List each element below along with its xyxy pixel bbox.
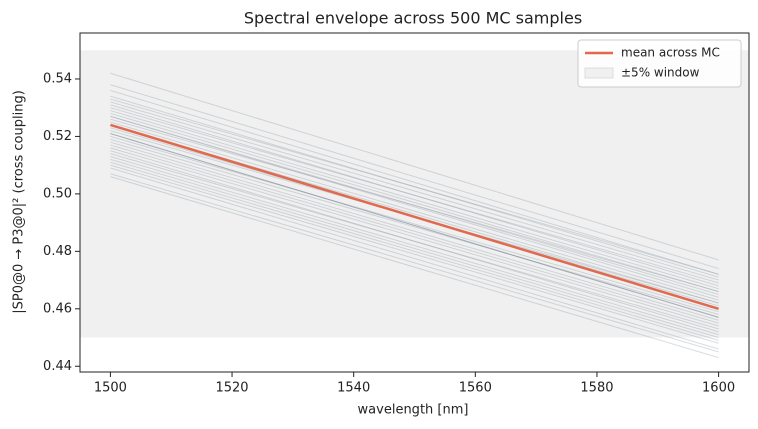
sample-line	[110, 115, 719, 298]
sample-line	[110, 133, 719, 318]
sample-line	[110, 156, 719, 336]
sample-line	[110, 110, 719, 290]
sample-line	[110, 161, 719, 341]
sample-line	[110, 115, 719, 295]
y-tick-label: 0.46	[43, 301, 72, 316]
plot-frame	[79, 32, 750, 373]
x-tick-label: 1540	[337, 381, 370, 396]
sample-line	[110, 147, 719, 327]
sample-line	[110, 101, 719, 281]
y-tick-label: 0.54	[43, 71, 72, 86]
sample-line	[110, 138, 719, 316]
sample-line	[110, 167, 719, 350]
x-tick-label: 1560	[459, 381, 492, 396]
x-axis-label: wavelength [nm]	[358, 403, 469, 418]
sample-line	[110, 164, 719, 344]
sample-line	[110, 118, 719, 293]
window-band	[80, 50, 749, 338]
x-tick-label: 1520	[215, 381, 248, 396]
x-tick-label: 1600	[702, 381, 735, 396]
legend-swatch	[584, 67, 614, 79]
sample-line	[110, 72, 719, 261]
sample-line	[110, 89, 719, 275]
sample-line	[110, 112, 719, 293]
y-axis-label: |SP0@0 → P3@0|² (cross coupling)	[12, 90, 27, 314]
sample-line	[110, 104, 719, 287]
chart-title: Spectral envelope across 500 MC samples	[244, 9, 582, 28]
sample-line	[110, 133, 719, 318]
x-tick-label: 1580	[580, 381, 613, 396]
sample-line	[110, 141, 719, 321]
sample-line	[110, 107, 719, 284]
legend-label: ±5% window	[621, 66, 700, 80]
legend-box	[577, 39, 742, 88]
sample-line	[110, 84, 719, 270]
y-tick-label: 0.52	[43, 129, 72, 144]
mean-line	[110, 123, 719, 310]
sample-line	[110, 173, 719, 353]
sample-line	[110, 121, 719, 301]
sample-line	[110, 158, 719, 339]
sample-line	[110, 144, 719, 324]
y-tick-label: 0.44	[43, 359, 72, 374]
sample-line	[110, 150, 719, 333]
sample-line	[110, 95, 719, 278]
sample-line	[110, 98, 719, 275]
legend-label: mean across MC	[621, 46, 720, 60]
sample-line	[110, 135, 719, 313]
x-tick-label: 1500	[94, 381, 127, 396]
sample-line	[110, 133, 719, 318]
y-tick-label: 0.50	[43, 186, 72, 201]
sample-line	[110, 153, 719, 330]
legend: mean across MC ±5% window	[577, 39, 742, 88]
y-tick-label: 0.48	[43, 244, 72, 259]
sample-line	[110, 176, 719, 359]
